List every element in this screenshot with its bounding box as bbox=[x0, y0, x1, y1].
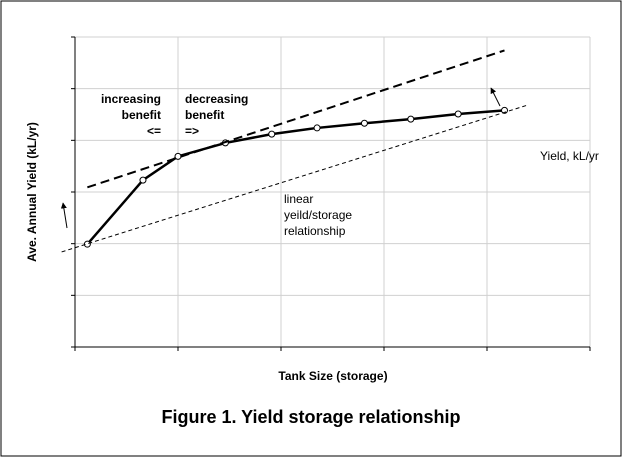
arrow bbox=[490, 87, 501, 107]
point bbox=[454, 110, 462, 118]
annotation: <= bbox=[147, 124, 161, 138]
x-axis-label: Tank Size (storage) bbox=[278, 369, 387, 383]
y-axis-label: Ave. Annual Yield (kL/yr) bbox=[25, 122, 39, 262]
annotation: => bbox=[185, 124, 199, 138]
caption: Figure 1. Yield storage relationship bbox=[161, 407, 460, 427]
point bbox=[83, 240, 91, 248]
line bbox=[87, 49, 505, 189]
annotation: Yield, kL/yr bbox=[540, 149, 599, 163]
annotation: benefit bbox=[185, 108, 224, 122]
point bbox=[360, 119, 368, 127]
point bbox=[139, 176, 147, 184]
annotation: benefit bbox=[122, 108, 161, 122]
line bbox=[61, 104, 528, 253]
annotation: decreasing bbox=[185, 92, 248, 106]
annotation: relationship bbox=[284, 224, 346, 238]
point bbox=[313, 124, 321, 132]
arrow bbox=[60, 202, 68, 229]
annotation: linear bbox=[284, 192, 313, 206]
line bbox=[86, 109, 505, 246]
point bbox=[174, 152, 182, 160]
point bbox=[268, 130, 276, 138]
annotation: yeild/storage bbox=[284, 208, 352, 222]
point bbox=[407, 115, 415, 123]
annotation: increasing bbox=[101, 92, 161, 106]
